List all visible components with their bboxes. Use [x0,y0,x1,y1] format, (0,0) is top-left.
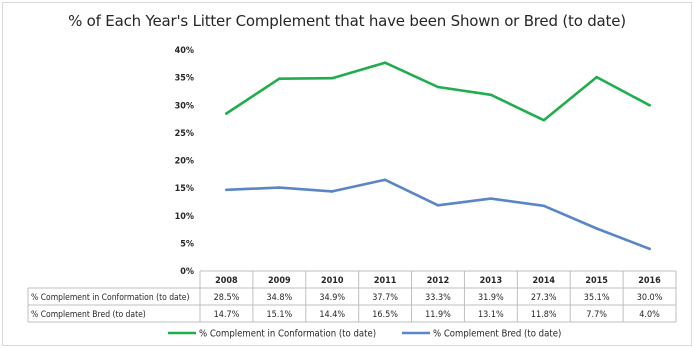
x-category-label: 2013 [480,276,503,286]
data-point [595,227,598,230]
x-category-label: 2010 [321,276,344,286]
data-point [225,112,228,115]
data-point [542,118,546,122]
table-value-cell: 33.3% [425,293,451,303]
table-value-cell: 11.9% [425,310,451,320]
y-tick-label: 10% [175,212,194,222]
table-row-header: % Complement Bred (to date) [31,310,146,320]
y-tick-label: 15% [175,184,194,194]
data-point [489,93,493,97]
series-line-1 [225,61,651,122]
y-tick-label: 25% [175,129,194,139]
x-category-label: 2012 [427,276,450,286]
table-value-cell: 37.7% [372,293,398,303]
y-tick-label: 0% [180,267,194,277]
data-point [383,178,387,182]
table-value-cell: 27.3% [531,293,557,303]
data-point [330,190,334,193]
data-point [542,204,546,208]
y-tick-label: 5% [180,239,194,249]
x-category-label: 2008 [215,276,238,286]
table-value-cell: 11.8% [531,310,557,320]
data-point [330,76,334,80]
table-value-cell: 34.8% [266,293,292,303]
data-point [648,247,651,251]
table-row-header: % Complement in Conformation (to date) [31,293,189,303]
y-tick-label: 30% [175,101,194,111]
table-value-cell: 14.4% [319,310,345,320]
data-point [278,186,281,189]
y-tick-label: 35% [175,74,194,84]
table-value-cell: 30.0% [637,293,663,303]
table-value-cell: 13.1% [478,310,504,320]
legend-label: % Complement in Conformation (to date) [199,329,376,340]
legend-label: % Complement Bred (to date) [433,329,561,340]
data-point [278,77,281,81]
data-point [436,203,440,207]
table-value-cell: 31.9% [478,293,504,303]
data-point [595,75,598,79]
data-point [489,197,493,200]
x-category-label: 2016 [638,276,661,286]
table-value-cell: 35.1% [584,293,610,303]
table-value-cell: 34.9% [319,293,345,303]
data-point [648,103,651,107]
y-tick-label: 20% [175,157,194,167]
x-category-label: 2014 [533,276,556,286]
table-value-cell: 14.7% [214,310,240,320]
data-point [225,188,228,192]
data-point [436,85,440,89]
table-value-cell: 4.0% [639,310,660,320]
chart-title: % of Each Year's Litter Complement that … [68,12,626,30]
table-value-cell: 16.5% [372,310,398,320]
y-tick-label: 40% [175,46,194,56]
table-value-cell: 28.5% [214,293,240,303]
x-category-label: 2009 [268,276,291,286]
x-category-label: 2011 [374,276,397,286]
table-value-cell: 7.7% [586,310,607,320]
series-line-2 [225,178,651,251]
x-category-label: 2015 [585,276,608,286]
table-value-cell: 15.1% [266,310,292,320]
data-point [383,61,387,65]
